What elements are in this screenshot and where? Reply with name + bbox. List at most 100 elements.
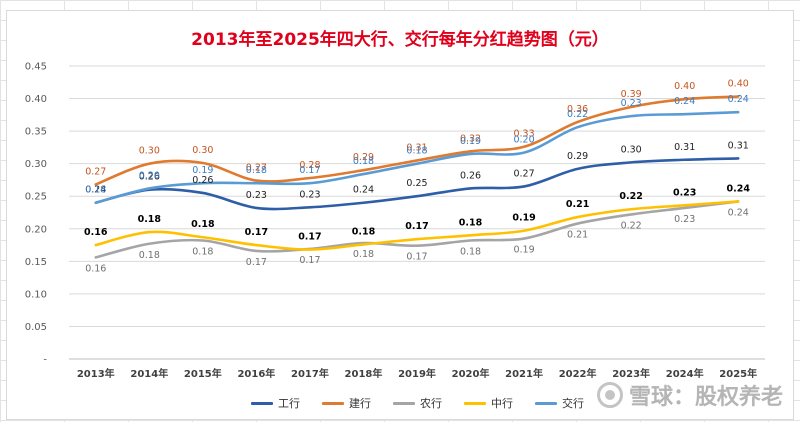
- data-label: 0.18: [191, 219, 215, 230]
- data-label: 0.18: [85, 185, 106, 196]
- data-label: 0.28: [299, 160, 320, 171]
- x-tick-label: 2020年: [452, 367, 490, 380]
- x-axis-ticks: 2013年 2014年 2015年 2016年 2017年 2018年 2019年 2020年…: [77, 367, 757, 380]
- data-label: 0.31: [674, 142, 695, 153]
- legend-entry: 交行: [535, 395, 584, 411]
- data-label: 0.19: [460, 136, 481, 147]
- data-label: 0.18: [406, 146, 427, 157]
- legend-label: 农行: [420, 397, 442, 410]
- data-label: 0.18: [353, 156, 374, 167]
- legend-entry: 工行: [251, 395, 300, 411]
- xueqiu-logo-icon: [596, 382, 623, 408]
- data-label: 0.31: [728, 140, 749, 151]
- data-label: 0.22: [619, 191, 642, 202]
- data-label: 0.40: [728, 79, 749, 90]
- legend-label: 建行: [349, 397, 371, 410]
- legend-swatch: [251, 401, 273, 405]
- data-label: 0.29: [567, 151, 588, 162]
- x-tick-label: 2025年: [719, 367, 757, 380]
- x-tick-label: 2022年: [559, 367, 597, 380]
- data-label: 0.23: [621, 98, 642, 109]
- data-label: 0.26: [192, 175, 213, 186]
- data-label: 0.21: [567, 230, 588, 241]
- line-chart: - 0.05 0.10 0.15 0.20 0.25 0.30 0.35 0.40 0.45 20…: [25, 62, 765, 380]
- legend-label: 工行: [278, 397, 300, 410]
- data-label: 0.18: [352, 226, 376, 237]
- data-label: 0.24: [728, 94, 749, 105]
- data-label: 0.29: [353, 152, 374, 163]
- data-label: 0.19: [513, 245, 534, 256]
- data-label: 0.19: [512, 213, 535, 224]
- x-tick-label: 2019年: [398, 367, 436, 380]
- legend-label: 中行: [491, 397, 513, 410]
- legend-swatch: [535, 401, 557, 405]
- legend-swatch: [322, 401, 344, 405]
- y-tick-label: 0.25: [25, 192, 47, 203]
- data-label: 0.33: [513, 129, 534, 140]
- data-label: 0.17: [246, 257, 267, 268]
- data-label: 0.22: [567, 109, 588, 120]
- data-label: 0.18: [138, 214, 162, 225]
- data-label: 0.18: [460, 246, 481, 257]
- legend-entry: 农行: [393, 395, 442, 411]
- legend-swatch: [393, 401, 415, 405]
- x-tick-label: 2023年: [612, 367, 650, 380]
- gridlines: [69, 65, 765, 360]
- data-label: 0.26: [139, 172, 160, 183]
- data-label: 0.22: [621, 220, 642, 231]
- data-label: 0.30: [192, 145, 213, 156]
- legend-label: 交行: [562, 397, 584, 410]
- data-label: 0.19: [192, 165, 213, 176]
- x-tick-label: 2017年: [291, 367, 329, 380]
- data-label: 0.32: [460, 133, 481, 144]
- data-label: 0.20: [513, 135, 534, 146]
- data-label: 0.27: [513, 168, 534, 179]
- data-label: 0.36: [567, 104, 588, 115]
- data-label: 0.17: [299, 255, 320, 266]
- x-tick-label: 2015年: [184, 367, 222, 380]
- data-label: 0.31: [406, 142, 427, 153]
- data-label: 0.27: [246, 163, 267, 174]
- watermark: 雪球：股权养老: [596, 379, 783, 411]
- y-tick-label: 0.20: [25, 224, 47, 235]
- y-axis-ticks: - 0.05 0.10 0.15 0.20 0.25 0.30 0.35 0.40 0.45: [25, 62, 48, 366]
- data-label: 0.17: [298, 232, 321, 243]
- data-label: 0.16: [84, 227, 108, 238]
- data-label: 0.18: [139, 250, 160, 261]
- data-label: 0.20: [139, 170, 160, 181]
- data-label: 0.16: [85, 263, 106, 274]
- x-tick-label: 2018年: [345, 367, 383, 380]
- y-tick-label: 0.15: [25, 257, 47, 268]
- data-label: 0.27: [85, 167, 106, 178]
- data-label: 0.30: [139, 146, 160, 157]
- data-label: 0.24: [674, 96, 695, 107]
- data-label: 0.23: [299, 189, 320, 200]
- data-label: 0.26: [460, 170, 481, 181]
- y-tick-label: 0.40: [25, 94, 47, 105]
- data-label: 0.18: [192, 246, 213, 257]
- x-tick-label: 2024年: [666, 367, 704, 380]
- legend: 工行 建行 农行 中行 交行: [251, 395, 584, 411]
- data-label: 0.24: [727, 183, 751, 194]
- y-tick-label: 0.30: [25, 159, 47, 170]
- x-tick-label: 2016年: [237, 367, 275, 380]
- data-label: 0.18: [353, 249, 374, 260]
- data-label: 0.23: [674, 214, 695, 225]
- series-lines: [94, 95, 740, 259]
- chart-frame: 2013年至2025年四大行、交行每年分红趋势图（元） - 0.05 0.10 0.1…: [6, 10, 794, 420]
- x-tick-label: 2013年: [77, 367, 115, 380]
- data-label: 0.23: [673, 187, 696, 198]
- data-label: 0.24: [728, 207, 749, 218]
- chart-title: 2013年至2025年四大行、交行每年分红趋势图（元）: [191, 30, 609, 50]
- y-tick-label: 0.10: [25, 289, 47, 300]
- legend-entry: 中行: [464, 395, 513, 411]
- data-labels: 0.24 0.26 0.26 0.23 0.23 0.24 0.25 0.26 0.27 0.29…: [84, 79, 750, 275]
- data-label: 0.18: [459, 217, 483, 228]
- y-tick-label: 0.05: [25, 322, 47, 333]
- y-tick-label: -: [43, 355, 47, 366]
- data-label: 0.17: [245, 227, 268, 238]
- data-label: 0.17: [406, 252, 427, 263]
- data-label: 0.39: [621, 89, 642, 100]
- data-label: 0.40: [674, 81, 695, 92]
- legend-swatch: [464, 401, 486, 405]
